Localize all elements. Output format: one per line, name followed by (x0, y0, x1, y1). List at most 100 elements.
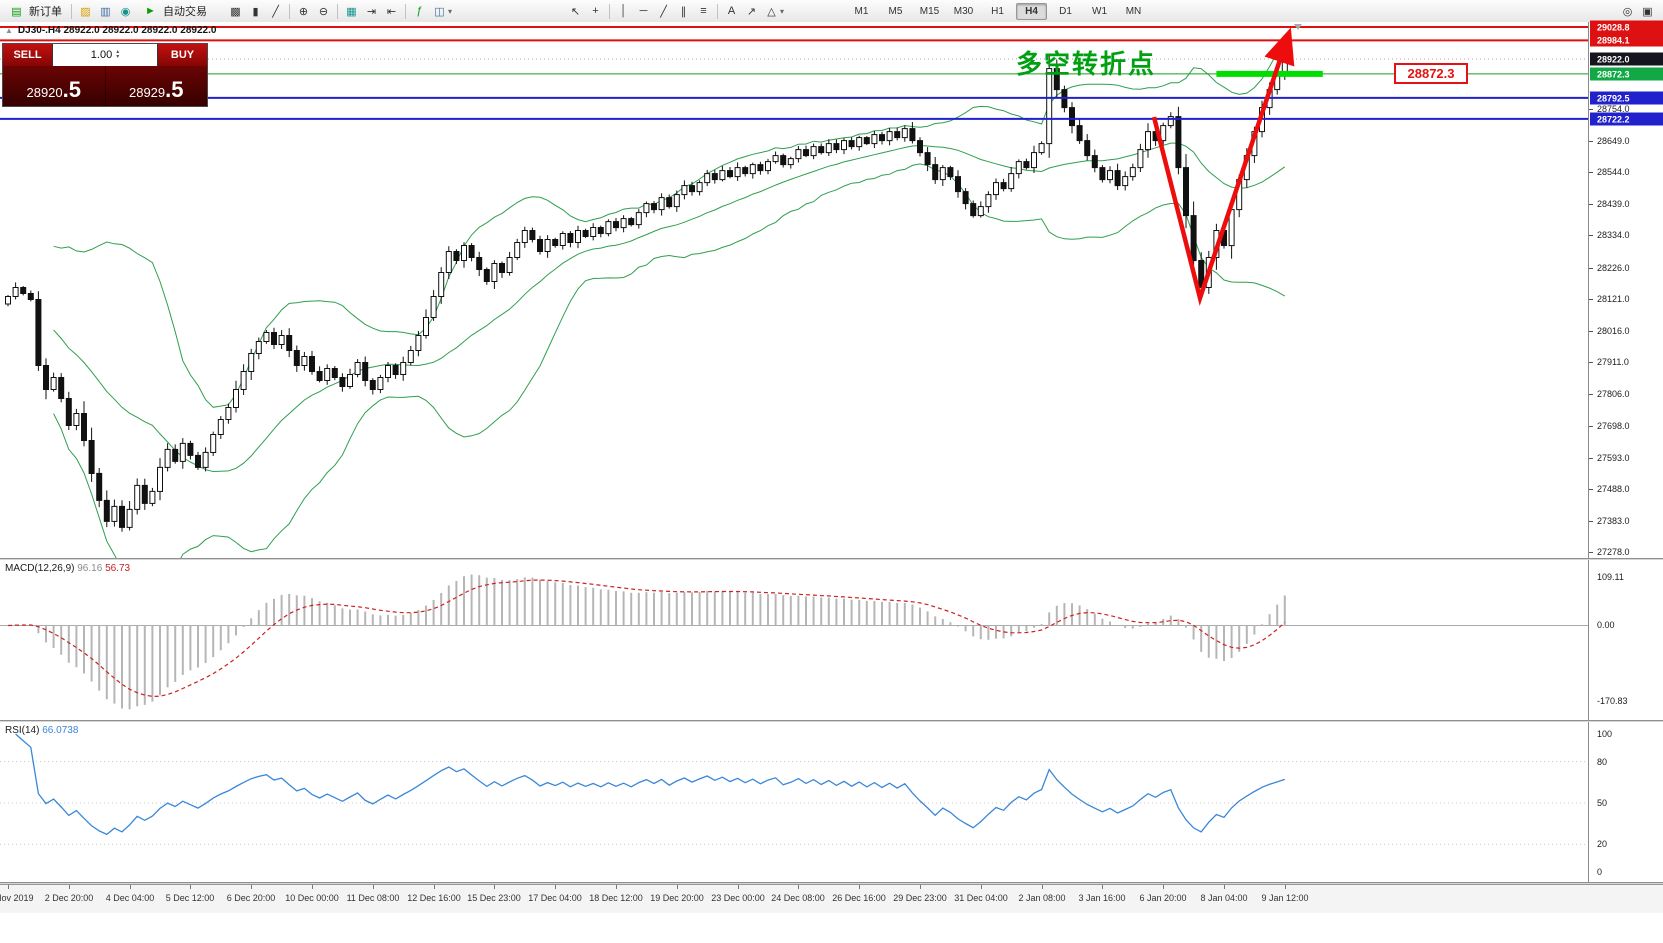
crosshair-icon[interactable]: + (592, 5, 599, 17)
sell-button[interactable]: SELL (3, 44, 52, 66)
time-axis-tick (1102, 885, 1103, 889)
shapes-dropdown-caret[interactable]: ▾ (780, 6, 785, 16)
time-axis[interactable]: 29 Nov 2019 2 Dec 20:00 4 Dec 04:00 5 Dec 1… (0, 884, 1663, 913)
scale-tickmark (1589, 458, 1593, 459)
time-axis-label: 23 Dec 00:00 (711, 893, 765, 903)
time-axis-tick (798, 885, 799, 889)
timeframe-button-mn[interactable]: MN (1125, 5, 1142, 17)
layout-icon[interactable]: ▣ (1642, 5, 1653, 18)
pane-divider[interactable] (0, 558, 1663, 561)
time-axis-tick (1285, 885, 1286, 889)
tile-windows-icon[interactable]: ▦ (346, 5, 357, 18)
time-axis-tick (1163, 885, 1164, 889)
chart-profile-icon[interactable]: ▨ (80, 5, 91, 18)
time-axis-label: 6 Jan 20:00 (1139, 893, 1187, 903)
new-chart-icon[interactable]: ◫ (434, 5, 445, 18)
shapes-icon[interactable]: △ (767, 5, 776, 18)
chart-shift-icon[interactable]: ⇤ (386, 5, 397, 18)
line-chart-icon[interactable]: ╱ (272, 5, 279, 18)
price-scale-label: 27383.0 (1597, 516, 1630, 526)
time-axis-label: 2 Dec 20:00 (44, 893, 94, 903)
new-order-button[interactable]: ▤ 新订单 (2, 1, 67, 22)
toolbar-separator (337, 3, 338, 19)
volume-value: 1.00 (90, 49, 113, 61)
macd-scale-label: -170.83 (1597, 696, 1628, 706)
one-click-trading-panel: SELL 1.00 ▴ ▾ BUY 28920 .5 28929 .5 (2, 43, 208, 107)
macd-main-value: 96.16 (77, 563, 103, 574)
time-axis-tick (251, 885, 252, 889)
zoom-in-icon[interactable]: ⊕ (298, 5, 309, 18)
new-order-icon: ▤ (11, 5, 22, 18)
time-axis-tick (616, 885, 617, 889)
candlestick-chart-canvas[interactable] (0, 22, 1663, 560)
scale-tickmark (1589, 362, 1593, 363)
indicators-icon[interactable]: ƒ (416, 5, 423, 17)
volume-up-icon[interactable]: ▴ (116, 49, 120, 55)
timeframe-button-m1[interactable]: M1 (854, 5, 869, 17)
buy-button[interactable]: BUY (158, 44, 207, 66)
time-axis-tick (312, 885, 313, 889)
print-icon[interactable]: ▥ (100, 5, 111, 18)
rsi-pane[interactable]: RSI(14) 66.0738 100 80 50 20 0 (0, 722, 1663, 884)
scale-tickmark (1589, 394, 1593, 395)
chart-shift-marker[interactable] (1294, 24, 1302, 30)
fibonacci-icon[interactable]: ≡ (700, 5, 707, 17)
macd-pane[interactable]: MACD(12,26,9) 96.16 56.73 109.11 0.00 -170… (0, 560, 1663, 722)
arrow-tool-icon[interactable]: ↗ (746, 5, 757, 18)
turning-point-annotation[interactable]: 多空转折点 (1016, 50, 1157, 80)
volume-input[interactable]: 1.00 ▴ ▾ (52, 44, 158, 66)
price-scale[interactable]: 28754.0 28649.0 28544.0 28439.0 28334.0 28226… (1588, 20, 1663, 560)
main-chart-pane[interactable]: ▲ DJ30-.H4 28922.0 28922.0 28922.0 28922… (0, 20, 1663, 560)
auto-trading-button[interactable]: ► 自动交易 (136, 1, 212, 22)
price-scale-label: 28121.0 (1597, 294, 1630, 304)
one-click-panel-toggle[interactable]: ▲ (5, 26, 13, 35)
timeframe-button-d1[interactable]: D1 (1059, 5, 1072, 17)
horizontal-line-icon[interactable]: ─ (639, 5, 648, 17)
rsi-scale[interactable]: 100 80 50 20 0 (1588, 722, 1663, 884)
timeframe-button-m15[interactable]: M15 (919, 5, 940, 17)
data-window-icon[interactable]: ◉ (120, 5, 131, 18)
price-scale-label: 28016.0 (1597, 326, 1630, 336)
rsi-header: RSI(14) 66.0738 (5, 725, 78, 736)
bar-chart-icon[interactable]: ▩ (230, 5, 241, 18)
candlestick-chart-icon[interactable]: ▮ (252, 5, 259, 18)
text-tool-icon[interactable]: A (727, 5, 736, 17)
timeframe-button-m5[interactable]: M5 (888, 5, 903, 17)
pane-divider[interactable] (0, 882, 1663, 885)
auto-scroll-icon[interactable]: ⇥ (366, 5, 377, 18)
volume-down-icon[interactable]: ▾ (116, 54, 120, 60)
equidistant-channel-icon[interactable]: ∥ (680, 5, 687, 18)
price-scale-label: 27911.0 (1597, 357, 1629, 367)
price-tag-28872[interactable]: 28872.3 (1394, 63, 1468, 84)
pane-divider[interactable] (0, 720, 1663, 723)
timeframe-toolbar: M1 M5 M15 M30 H1 H4 D1 W1 MN (845, 0, 1150, 22)
new-chart-dropdown-caret[interactable]: ▾ (448, 6, 453, 16)
macd-scale[interactable]: 109.11 0.00 -170.83 (1588, 560, 1663, 722)
toolbar-drawing-group: ↖ + │ ─ ╱ ∥ ≡ A ↗ △ ▾ (566, 0, 784, 22)
time-axis-tick (373, 885, 374, 889)
price-level-label-28922.0: 28922.0 (1590, 52, 1663, 66)
timeframe-button-m30[interactable]: M30 (953, 5, 974, 17)
vertical-line-icon[interactable]: │ (620, 5, 627, 17)
timeframe-button-h1[interactable]: H1 (991, 5, 1004, 17)
macd-canvas[interactable] (0, 560, 1663, 722)
timeframe-button-h4[interactable]: H4 (1016, 2, 1047, 20)
trendline-icon[interactable]: ╱ (660, 5, 667, 18)
time-axis-tick (494, 885, 495, 889)
symbol-ohlc-text: DJ30-.H4 28922.0 28922.0 28922.0 28922.0 (17, 25, 217, 36)
cursor-icon[interactable]: ↖ (570, 5, 581, 18)
rsi-scale-label: 20 (1597, 839, 1608, 849)
search-icon[interactable]: ◎ (1622, 5, 1633, 18)
volume-stepper[interactable]: ▴ ▾ (116, 49, 120, 60)
price-level-label-28984.1: 28984.1 (1590, 33, 1663, 47)
sell-price[interactable]: 28920 .5 (3, 66, 106, 106)
time-axis-tick (677, 885, 678, 889)
zoom-out-icon[interactable]: ⊖ (318, 5, 329, 18)
rsi-canvas[interactable] (0, 722, 1663, 884)
trend-arrow[interactable] (1151, 27, 1295, 306)
time-axis-label: 29 Nov 2019 (0, 893, 34, 903)
timeframe-button-w1[interactable]: W1 (1092, 5, 1107, 17)
scale-tickmark (1589, 172, 1593, 173)
buy-price[interactable]: 28929 .5 (106, 66, 208, 106)
